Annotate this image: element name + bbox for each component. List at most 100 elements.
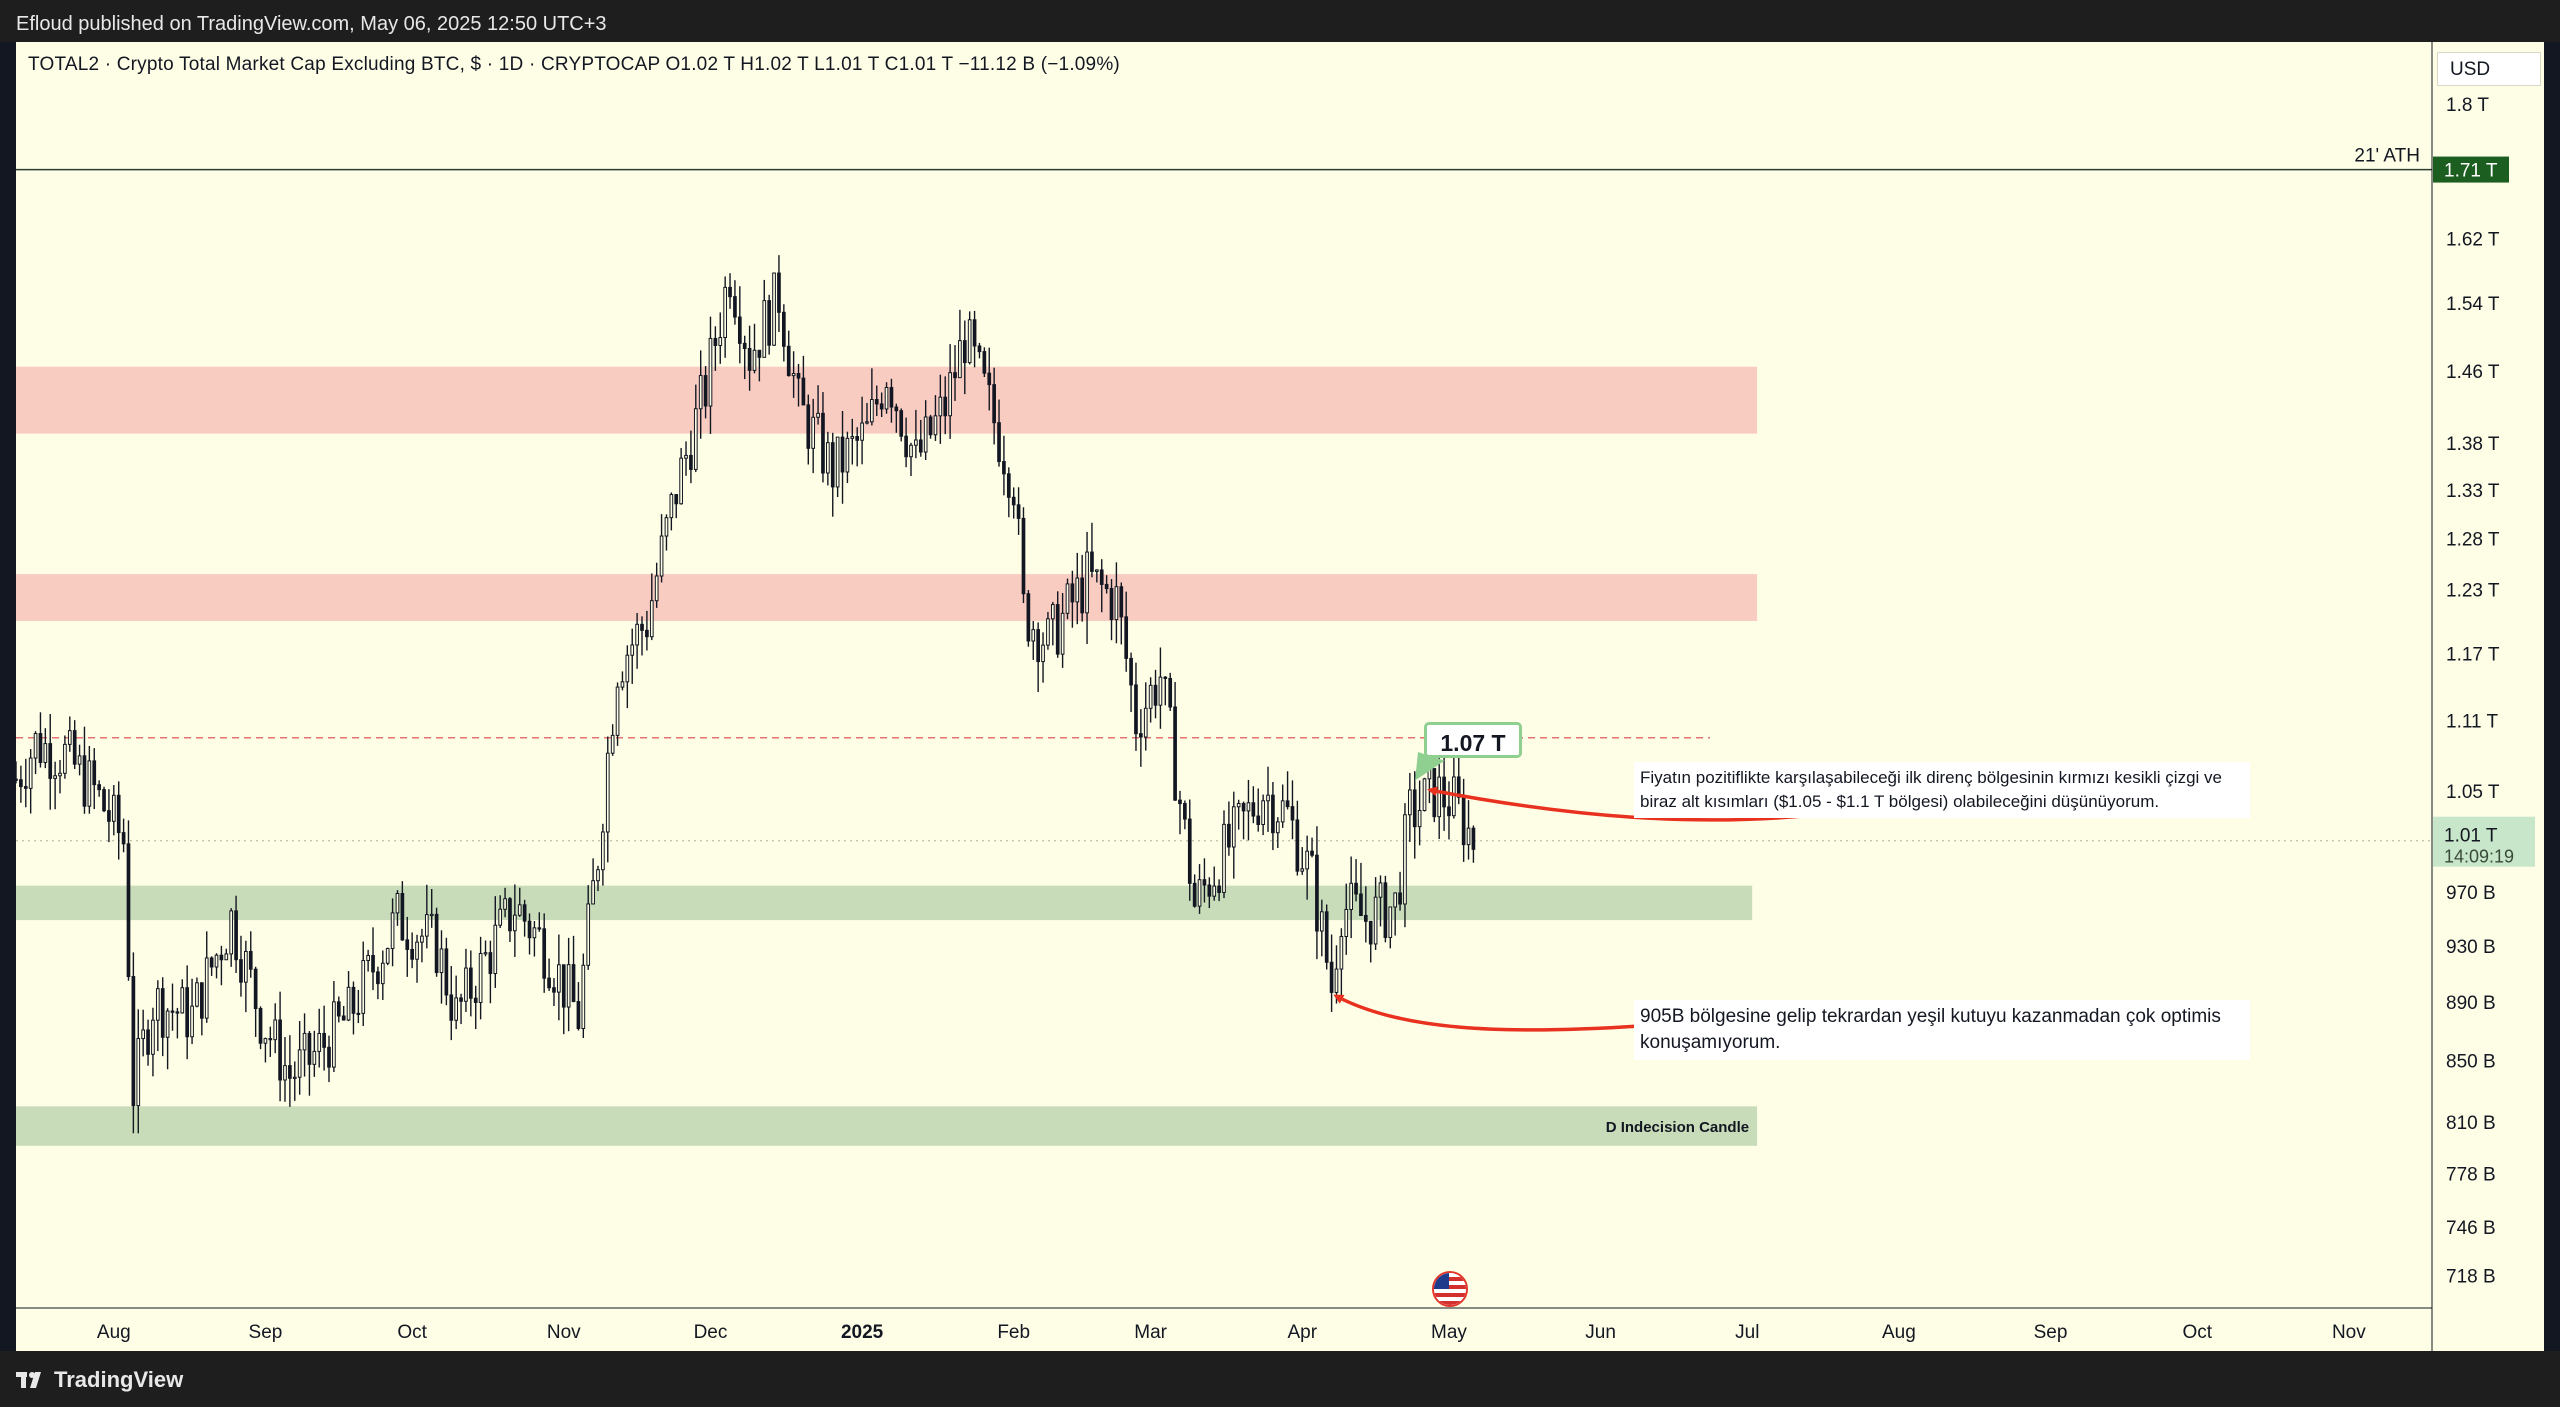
candle-body: [1090, 551, 1094, 572]
candle-body: [1373, 896, 1378, 945]
candle-body: [796, 373, 801, 379]
time-tick-label: Nov: [2332, 1322, 2366, 1343]
candle-body: [146, 1029, 150, 1055]
candle: [1398, 871, 1402, 911]
candle: [390, 898, 395, 967]
candle: [116, 781, 121, 860]
candle: [674, 494, 679, 519]
candle: [640, 616, 644, 656]
candle-body: [552, 987, 556, 993]
candle-body: [253, 968, 258, 1010]
candle: [1212, 866, 1217, 901]
candle-body: [48, 743, 53, 779]
candle-body: [894, 406, 899, 412]
candle-body: [1119, 586, 1124, 618]
candle: [1046, 611, 1050, 650]
candle: [121, 818, 126, 853]
price-tick-label: 850 B: [2446, 1052, 2496, 1073]
candle: [513, 884, 517, 957]
candle-body: [938, 396, 943, 417]
candle: [1031, 621, 1036, 660]
price-tick-label: 778 B: [2446, 1164, 2496, 1185]
candle-body: [136, 1038, 141, 1107]
candle-body: [1456, 776, 1461, 798]
candle-body: [958, 340, 962, 379]
candle-body: [561, 964, 566, 1008]
candle: [385, 947, 390, 966]
currency-button[interactable]: USD: [2437, 52, 2541, 86]
candle-body: [845, 437, 850, 473]
candle: [1241, 801, 1246, 840]
candle: [1163, 676, 1168, 706]
candle-body: [175, 1011, 180, 1014]
candle-body: [1329, 961, 1334, 993]
candle: [200, 982, 204, 1036]
price-tick-label: 1.38 T: [2446, 434, 2500, 455]
candle-body: [1104, 583, 1109, 590]
candle-body: [473, 997, 478, 1003]
resistance-note[interactable]: Fiyatın pozitiflikte karşılaşabileceği i…: [1634, 762, 2250, 818]
price-tick-label: 1.33 T: [2446, 481, 2500, 502]
candle: [351, 981, 356, 1035]
candle-body: [219, 954, 224, 961]
support-note[interactable]: 905B bölgesine gelip tekrardan yeşil kut…: [1634, 1000, 2250, 1060]
candle: [1285, 771, 1290, 810]
candle: [737, 286, 742, 364]
candle-body: [1461, 796, 1466, 846]
candle-body: [1315, 854, 1319, 932]
candle: [899, 408, 904, 442]
candle: [14, 761, 18, 784]
candle-body: [1114, 586, 1119, 621]
candle-body: [874, 399, 879, 405]
candle: [1290, 780, 1295, 840]
price-callout[interactable]: 1.07 T: [1424, 722, 1522, 758]
candle: [288, 1035, 292, 1107]
candle-body: [689, 454, 693, 470]
candle: [620, 671, 625, 691]
candle-body: [351, 986, 356, 1014]
candle: [1065, 578, 1070, 620]
candle-body: [214, 954, 219, 968]
candle: [1383, 875, 1388, 943]
candle-body: [155, 988, 160, 1021]
candle-body: [1212, 885, 1217, 897]
candle: [591, 858, 595, 905]
candle: [488, 940, 493, 1004]
candle-body: [126, 843, 131, 978]
candle: [1310, 837, 1314, 858]
candle-body: [33, 733, 38, 759]
candle: [63, 735, 67, 779]
candle-body: [1393, 892, 1398, 908]
candle-body: [1471, 827, 1476, 850]
candle: [239, 935, 243, 997]
candle-body: [429, 913, 434, 917]
candle: [703, 366, 708, 419]
candle-body: [1378, 882, 1383, 898]
candle-body: [204, 957, 209, 1019]
candle: [444, 937, 449, 1006]
publish-header-bar: Efloud published on TradingView.com, May…: [0, 0, 2560, 42]
candle-body: [1280, 800, 1285, 823]
candle-body: [591, 880, 595, 905]
candle-body: [116, 794, 121, 834]
candle-body: [107, 810, 111, 822]
countdown-text: 14:09:19: [2444, 847, 2514, 867]
candle: [601, 823, 605, 886]
candle-body: [400, 893, 405, 941]
tradingview-logo[interactable]: TradingView: [16, 1367, 183, 1393]
candle-body: [297, 1049, 302, 1078]
us-flag-icon[interactable]: [1432, 1271, 1468, 1307]
candle-body: [288, 1065, 292, 1079]
candle-body: [1290, 806, 1295, 821]
candle-body: [830, 442, 835, 488]
candle: [693, 384, 698, 473]
price-tick-label: 890 B: [2446, 993, 2496, 1014]
candle-body: [1388, 906, 1393, 938]
candle: [185, 965, 190, 1060]
candle: [1134, 662, 1138, 751]
candle: [772, 272, 776, 346]
candle-body: [610, 734, 615, 754]
price-tick-label: 1.46 T: [2446, 362, 2500, 383]
symbol-legend[interactable]: TOTAL2 · Crypto Total Market Cap Excludi…: [28, 54, 1120, 75]
